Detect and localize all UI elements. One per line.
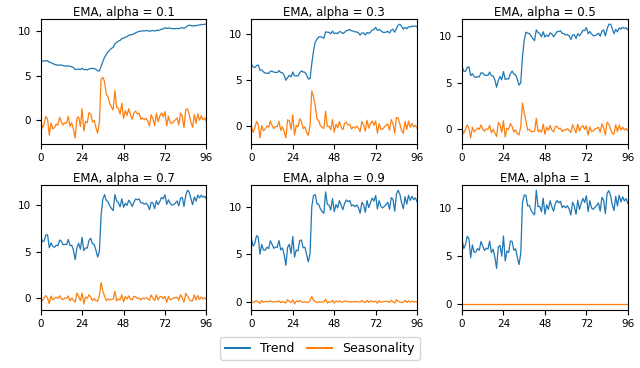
Title: EMA, alpha = 0.3: EMA, alpha = 0.3	[284, 6, 385, 18]
Title: EMA, alpha = 1: EMA, alpha = 1	[500, 171, 590, 185]
Title: EMA, alpha = 0.1: EMA, alpha = 0.1	[72, 6, 175, 18]
Title: EMA, alpha = 0.7: EMA, alpha = 0.7	[72, 171, 175, 185]
Title: EMA, alpha = 0.5: EMA, alpha = 0.5	[494, 6, 596, 18]
Title: EMA, alpha = 0.9: EMA, alpha = 0.9	[284, 171, 385, 185]
Legend: Trend, Seasonality: Trend, Seasonality	[220, 337, 420, 360]
